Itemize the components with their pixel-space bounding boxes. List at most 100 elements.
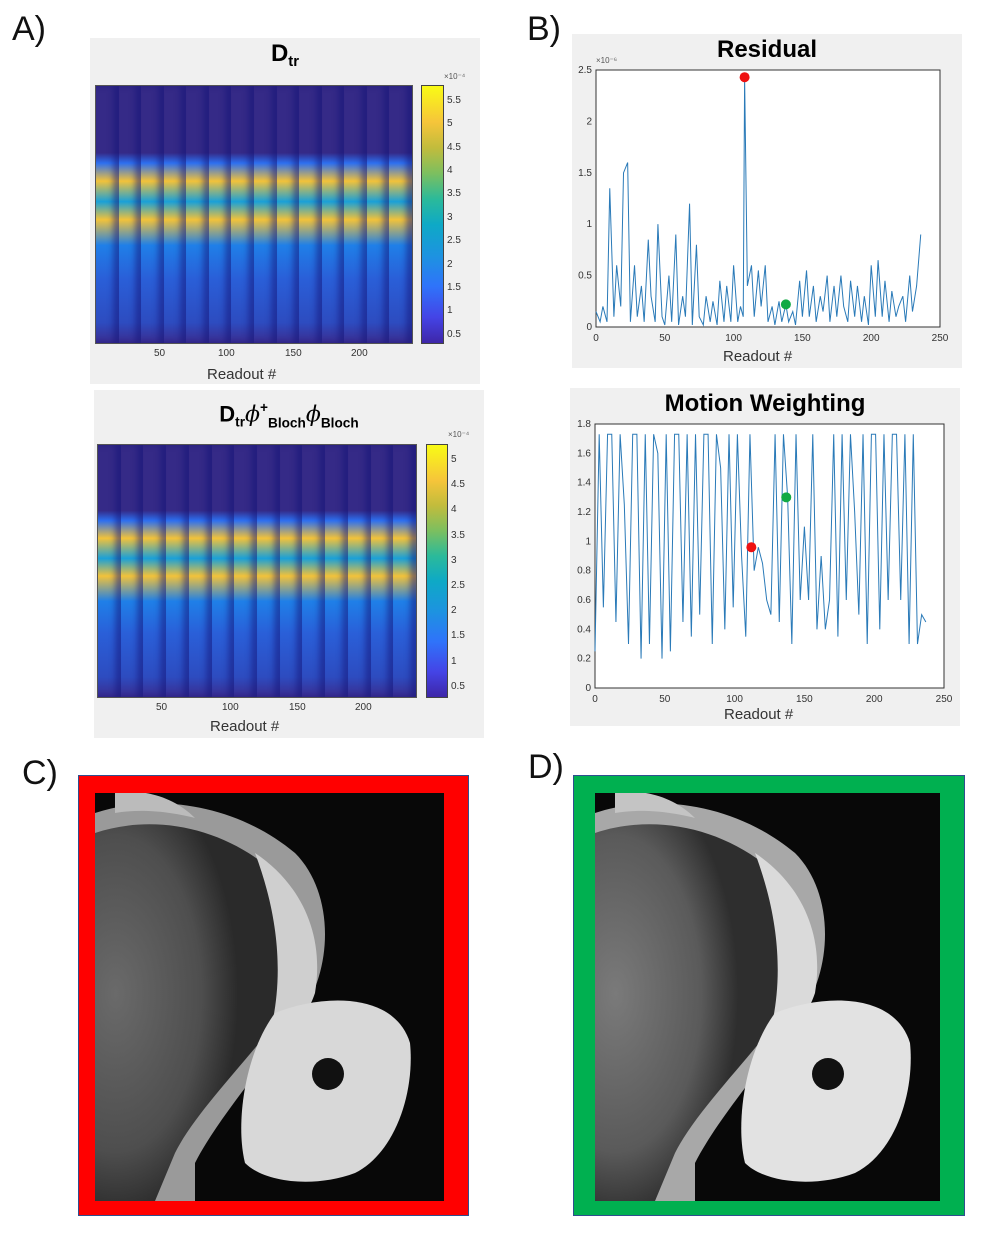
- colorbar-tick-label: 1: [447, 305, 453, 317]
- x-tick-label: 250: [932, 333, 949, 344]
- heatmap-stripe: [366, 86, 390, 343]
- x-tick-label: 100: [222, 702, 239, 713]
- colorbar-tick-label: 1.5: [447, 281, 461, 293]
- heatmap-stripe: [166, 445, 189, 697]
- x-tick-label: 50: [659, 333, 671, 344]
- y-tick-label: 1: [585, 536, 591, 547]
- heatmap-stripe: [302, 445, 326, 697]
- mri-frame-d: [573, 775, 965, 1216]
- y-tick-label: 0.8: [577, 566, 591, 577]
- title-phi-sub: Bloch: [320, 415, 359, 431]
- y-tick-label: 1.5: [578, 168, 592, 179]
- colorbar-tick-label: 5.5: [447, 95, 461, 106]
- panel-label-c: C): [22, 754, 58, 792]
- mri-anatomy-d: [595, 793, 911, 1201]
- heatmap-stripe: [257, 445, 280, 697]
- highlight-marker: [739, 72, 750, 83]
- title-sub: tr: [235, 414, 246, 430]
- colorbar-scale: ×10⁻⁴: [444, 72, 466, 81]
- y-tick-label: 0.2: [577, 654, 591, 665]
- title-main: D: [270, 40, 289, 67]
- colorbar-tick-label: 2.5: [451, 580, 465, 591]
- y-tick-label: 2.5: [578, 65, 592, 76]
- heatmap-stripe: [347, 445, 371, 697]
- y-tick-label: 1.6: [577, 448, 591, 459]
- heatmap-stripe: [231, 86, 254, 343]
- y-tick-label: 2: [586, 116, 592, 127]
- title-sub: tr: [288, 54, 300, 71]
- colorbar-tick-label: 4.5: [451, 479, 465, 491]
- panel-label-b: B): [527, 10, 561, 48]
- x-tick-label: 100: [725, 333, 742, 344]
- heatmap-stripe: [279, 445, 303, 697]
- colorbar-tick-label: 1.5: [451, 630, 465, 642]
- heatmap-image: [95, 85, 413, 344]
- mri-image-d: [595, 793, 940, 1201]
- y-tick-label: 0: [585, 683, 591, 694]
- colorbar-scale: ×10⁻⁴: [448, 430, 470, 439]
- y-tick-label: 1: [586, 219, 592, 230]
- heatmap-stripe: [211, 445, 235, 697]
- heatmap-figure-dtr: Dtr ×10⁻⁴ 5.5 5 4.5 4 3.5 3 2.5 2 1.5 1 0.5 50 100 1…: [90, 38, 480, 384]
- heatmap-stripe: [325, 445, 348, 697]
- colorbar-tick-label: 1: [451, 655, 457, 667]
- heatmap-stripe: [321, 86, 345, 343]
- colorbar: [426, 444, 448, 698]
- heatmap-stripe: [393, 445, 416, 697]
- y-tick-label: 0: [586, 322, 592, 333]
- title-main: D: [219, 401, 236, 427]
- y-tick-label: 1.4: [577, 478, 591, 489]
- y-tick-label: 0.4: [577, 624, 591, 635]
- x-tick-label: 100: [218, 348, 235, 359]
- heatmap-stripe: [254, 86, 277, 343]
- chart-title: Residual: [716, 36, 818, 63]
- heatmap-stripe: [186, 86, 209, 343]
- x-axis-label: Readout #: [723, 348, 793, 365]
- colorbar-tick-label: 4: [451, 504, 457, 516]
- highlight-marker: [781, 492, 792, 503]
- heatmap-stripe: [234, 445, 257, 697]
- heatmap-stripe: [188, 445, 212, 697]
- heatmap-stripe: [96, 86, 119, 343]
- residual-chart: 0 0.5 1 1.5 2 2.5 0 50 100 150 200 250: [578, 65, 949, 344]
- colorbar: [421, 85, 444, 344]
- x-tick-label: 150: [794, 333, 811, 344]
- colorbar-tick-label: 3: [447, 211, 453, 223]
- colorbar-tick-label: 5: [451, 454, 457, 465]
- heatmap-stripe: [276, 86, 300, 343]
- heatmap-image: [97, 444, 417, 698]
- x-tick-label: 100: [726, 694, 743, 705]
- x-axis-label: Readout #: [210, 718, 280, 735]
- x-tick-label: 50: [659, 694, 671, 705]
- residual-figure: Residual ×10⁻⁶ 0 0.5 1 1.5 2 2.5 0 50 100 150 200 2…: [572, 34, 962, 368]
- heatmap-stripe: [118, 86, 142, 343]
- heatmap-stripe: [98, 445, 121, 697]
- y-tick-label: 0.5: [578, 271, 592, 282]
- series-line: [595, 77, 922, 327]
- colorbar-tick-label: 2: [451, 605, 457, 617]
- y-tick-label: 0.6: [577, 595, 591, 606]
- x-tick-label: 0: [592, 694, 598, 705]
- colorbar-tick-label: 4: [447, 165, 453, 177]
- heatmap-title: Dtr: [90, 40, 480, 70]
- x-axis-label: Readout #: [207, 366, 277, 383]
- x-tick-label: 200: [863, 333, 880, 344]
- mri-frame-c: [78, 775, 469, 1216]
- heatmap-stripe: [120, 445, 144, 697]
- colorbar-tick-label: 3.5: [447, 188, 461, 200]
- title-phi-plus-sup: +: [260, 400, 268, 415]
- colorbar-tick-label: 2: [447, 258, 453, 270]
- x-tick-label: 150: [285, 348, 302, 359]
- colorbar-tick-label: 3: [451, 554, 457, 566]
- highlight-marker: [746, 542, 757, 553]
- heatmap-stripe: [389, 86, 412, 343]
- x-tick-label: 50: [156, 702, 168, 713]
- panel-label-a: A): [12, 10, 46, 48]
- x-tick-label: 200: [866, 694, 883, 705]
- plot-area: [595, 69, 941, 328]
- y-tick-label: 1.2: [577, 507, 591, 518]
- panel-label-d: D): [528, 748, 564, 786]
- series-line: [594, 433, 927, 659]
- heatmap-stripe: [141, 86, 164, 343]
- colorbar-tick-label: 5: [447, 118, 453, 130]
